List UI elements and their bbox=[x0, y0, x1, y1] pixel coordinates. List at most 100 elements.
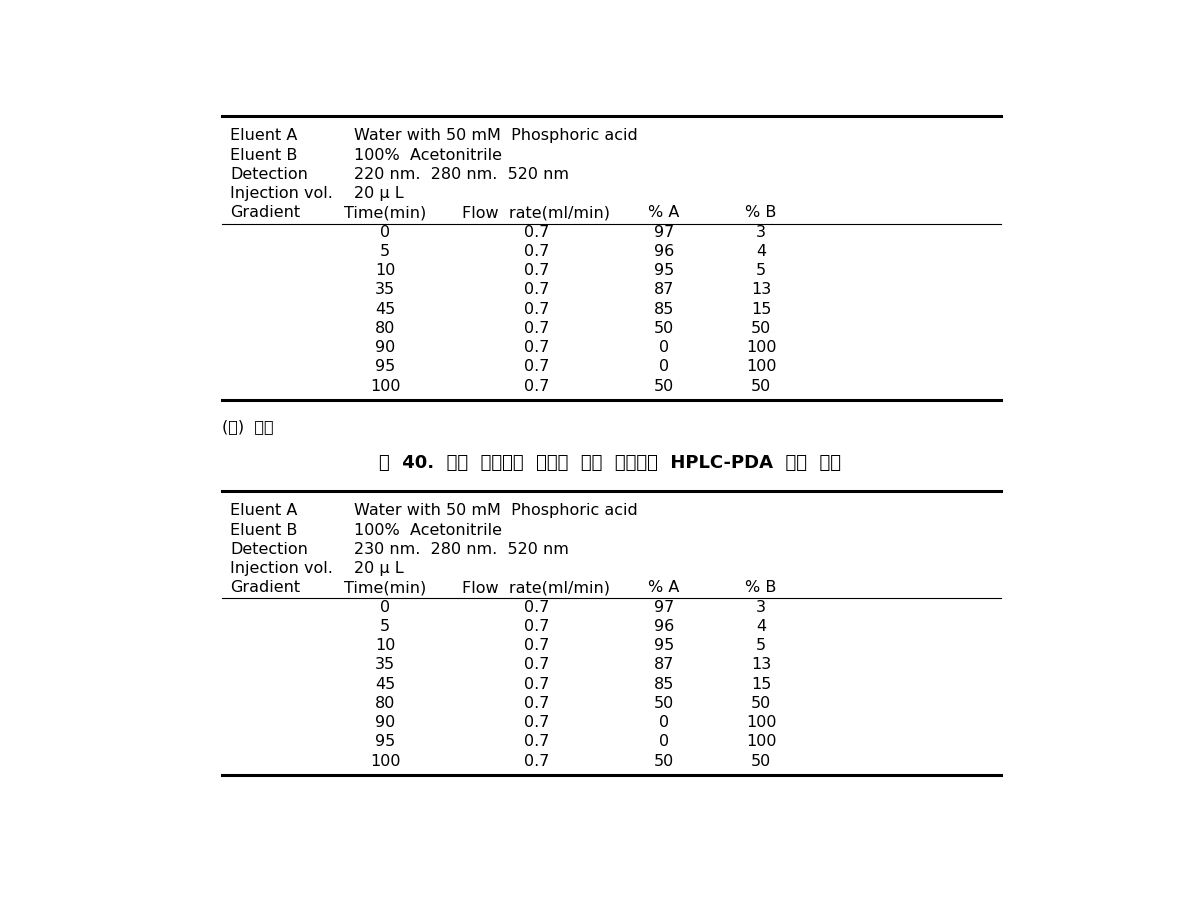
Text: 100%  Acetonitrile: 100% Acetonitrile bbox=[355, 148, 502, 163]
Text: 0: 0 bbox=[659, 734, 669, 750]
Text: 5: 5 bbox=[380, 244, 390, 259]
Text: 100: 100 bbox=[746, 716, 776, 730]
Text: 0.7: 0.7 bbox=[524, 599, 549, 615]
Text: 5: 5 bbox=[756, 638, 766, 653]
Text: % A: % A bbox=[649, 205, 679, 220]
Text: 0: 0 bbox=[380, 225, 390, 239]
Text: 0.7: 0.7 bbox=[524, 619, 549, 634]
Text: 95: 95 bbox=[375, 734, 395, 750]
Text: 80: 80 bbox=[375, 320, 395, 336]
Text: 96: 96 bbox=[654, 244, 675, 259]
Text: 0.7: 0.7 bbox=[524, 734, 549, 750]
Text: 85: 85 bbox=[654, 677, 675, 691]
Text: Detection: Detection bbox=[230, 542, 308, 557]
Text: 0.7: 0.7 bbox=[524, 753, 549, 769]
Text: 4: 4 bbox=[756, 244, 766, 259]
Text: 230 nm.  280 nm.  520 nm: 230 nm. 280 nm. 520 nm bbox=[355, 542, 569, 557]
Text: Eluent B: Eluent B bbox=[230, 523, 298, 537]
Text: Time(min): Time(min) bbox=[344, 205, 426, 220]
Text: 0.7: 0.7 bbox=[524, 677, 549, 691]
Text: 0: 0 bbox=[659, 340, 669, 356]
Text: 0.7: 0.7 bbox=[524, 283, 549, 297]
Text: Time(min): Time(min) bbox=[344, 580, 426, 595]
Text: 100: 100 bbox=[370, 753, 400, 769]
Text: 45: 45 bbox=[375, 302, 395, 317]
Text: 10: 10 bbox=[375, 263, 395, 278]
Text: Eluent A: Eluent A bbox=[230, 129, 298, 143]
Text: 0.7: 0.7 bbox=[524, 359, 549, 374]
Text: 100: 100 bbox=[370, 379, 400, 393]
Text: 100%  Acetonitrile: 100% Acetonitrile bbox=[355, 523, 502, 537]
Text: 100: 100 bbox=[746, 340, 776, 356]
Text: 0.7: 0.7 bbox=[524, 225, 549, 239]
Text: Flow  rate(ml/min): Flow rate(ml/min) bbox=[462, 205, 610, 220]
Text: 50: 50 bbox=[654, 320, 675, 336]
Text: 87: 87 bbox=[654, 283, 675, 297]
Text: 0.7: 0.7 bbox=[524, 379, 549, 393]
Text: 0: 0 bbox=[659, 359, 669, 374]
Text: 0: 0 bbox=[380, 599, 390, 615]
Text: 95: 95 bbox=[654, 638, 675, 653]
Text: 0.7: 0.7 bbox=[524, 657, 549, 672]
Text: 13: 13 bbox=[751, 657, 771, 672]
Text: 96: 96 bbox=[654, 619, 675, 634]
Text: 50: 50 bbox=[654, 379, 675, 393]
Text: 100: 100 bbox=[746, 734, 776, 750]
Text: 97: 97 bbox=[654, 225, 675, 239]
Text: 95: 95 bbox=[375, 359, 395, 374]
Text: 35: 35 bbox=[375, 657, 395, 672]
Text: 50: 50 bbox=[751, 320, 771, 336]
Text: 0.7: 0.7 bbox=[524, 302, 549, 317]
Text: 5: 5 bbox=[756, 263, 766, 278]
Text: % B: % B bbox=[745, 580, 777, 595]
Text: Detection: Detection bbox=[230, 166, 308, 182]
Text: 100: 100 bbox=[746, 359, 776, 374]
Text: Gradient: Gradient bbox=[230, 205, 300, 220]
Text: 45: 45 bbox=[375, 677, 395, 691]
Text: % B: % B bbox=[745, 205, 777, 220]
Text: 97: 97 bbox=[654, 599, 675, 615]
Text: 0.7: 0.7 bbox=[524, 696, 549, 711]
Text: Eluent A: Eluent A bbox=[230, 503, 298, 518]
Text: 4: 4 bbox=[756, 619, 766, 634]
Text: Injection vol.: Injection vol. bbox=[230, 186, 333, 201]
Text: 90: 90 bbox=[375, 716, 395, 730]
Text: 0.7: 0.7 bbox=[524, 638, 549, 653]
Text: 80: 80 bbox=[375, 696, 395, 711]
Text: 50: 50 bbox=[751, 379, 771, 393]
Text: 0.7: 0.7 bbox=[524, 340, 549, 356]
Text: 85: 85 bbox=[654, 302, 675, 317]
Text: (나)  오디: (나) 오디 bbox=[223, 419, 274, 435]
Text: 90: 90 bbox=[375, 340, 395, 356]
Text: 0: 0 bbox=[659, 716, 669, 730]
Text: 10: 10 bbox=[375, 638, 395, 653]
Text: 15: 15 bbox=[751, 302, 771, 317]
Text: 20 μ L: 20 μ L bbox=[355, 561, 403, 576]
Text: 50: 50 bbox=[654, 753, 675, 769]
Text: Eluent B: Eluent B bbox=[230, 148, 298, 163]
Text: 87: 87 bbox=[654, 657, 675, 672]
Text: 0.7: 0.7 bbox=[524, 716, 549, 730]
Text: 5: 5 bbox=[380, 619, 390, 634]
Text: 3: 3 bbox=[756, 599, 766, 615]
Text: 20 μ L: 20 μ L bbox=[355, 186, 403, 201]
Text: 50: 50 bbox=[751, 753, 771, 769]
Text: Water with 50 mM  Phosphoric acid: Water with 50 mM Phosphoric acid bbox=[355, 129, 638, 143]
Text: Gradient: Gradient bbox=[230, 580, 300, 595]
Text: % A: % A bbox=[649, 580, 679, 595]
Text: Injection vol.: Injection vol. bbox=[230, 561, 333, 576]
Text: 15: 15 bbox=[751, 677, 771, 691]
Text: 3: 3 bbox=[756, 225, 766, 239]
Text: 0.7: 0.7 bbox=[524, 320, 549, 336]
Text: 50: 50 bbox=[751, 696, 771, 711]
Text: Water with 50 mM  Phosphoric acid: Water with 50 mM Phosphoric acid bbox=[355, 503, 638, 518]
Text: 0.7: 0.7 bbox=[524, 244, 549, 259]
Text: 50: 50 bbox=[654, 696, 675, 711]
Text: 표  40.  최적  조건에서  추출된  오디  추출물의  HPLC-PDA  분석  조건: 표 40. 최적 조건에서 추출된 오디 추출물의 HPLC-PDA 분석 조건 bbox=[378, 454, 841, 472]
Text: Flow  rate(ml/min): Flow rate(ml/min) bbox=[462, 580, 610, 595]
Text: 95: 95 bbox=[654, 263, 675, 278]
Text: 220 nm.  280 nm.  520 nm: 220 nm. 280 nm. 520 nm bbox=[355, 166, 569, 182]
Text: 0.7: 0.7 bbox=[524, 263, 549, 278]
Text: 35: 35 bbox=[375, 283, 395, 297]
Text: 13: 13 bbox=[751, 283, 771, 297]
